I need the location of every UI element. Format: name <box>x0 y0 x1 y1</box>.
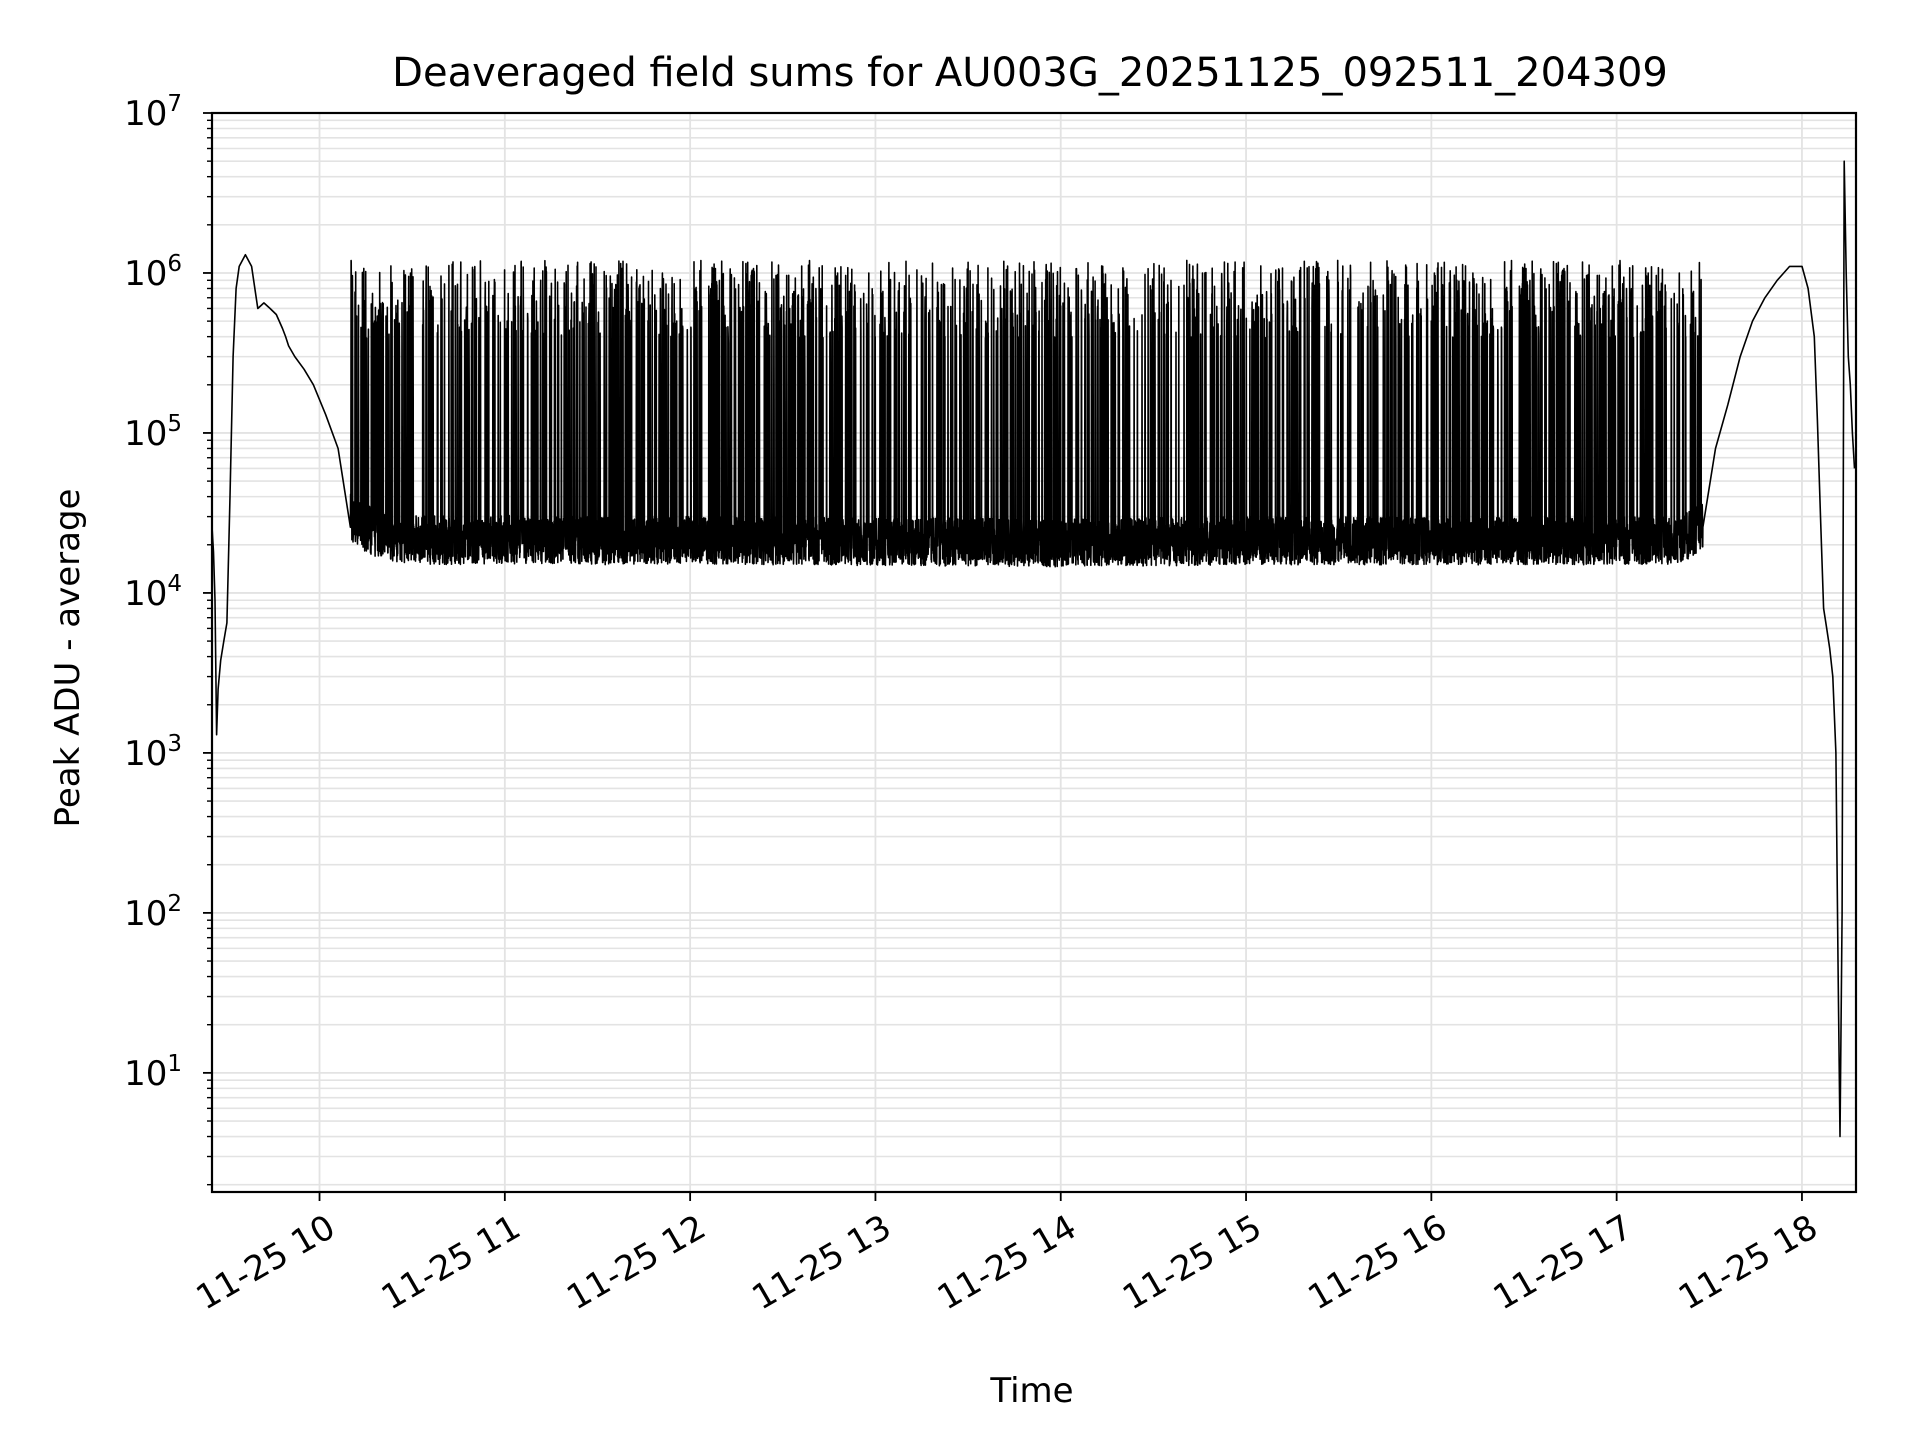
plot-area-frame <box>210 111 1858 1194</box>
y-tick-label: 102 <box>124 891 182 934</box>
y-tick-label: 106 <box>124 251 182 294</box>
y-tick-label: 105 <box>124 411 182 454</box>
y-tick-label: 103 <box>124 731 182 774</box>
x-axis-label: Time <box>989 1371 1073 1411</box>
y-tick-label: 101 <box>124 1051 182 1094</box>
series-line <box>211 160 1856 1138</box>
chart-title: Deaveraged field sums for AU003G_2025112… <box>392 50 1668 96</box>
y-axis-label: Peak ADU - average <box>48 489 88 828</box>
y-tick-label: 107 <box>124 91 182 134</box>
y-tick-label: 104 <box>124 571 182 614</box>
series-path <box>211 160 1856 1138</box>
